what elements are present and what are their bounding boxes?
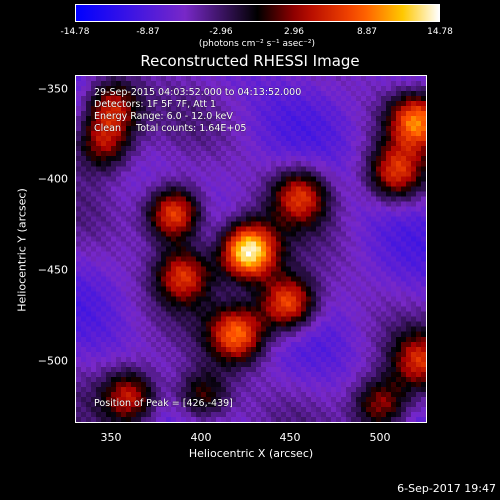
colorbar-tick: 2.96 [283,27,305,37]
x-tick-label: 350 [100,431,122,444]
colorbar-label: (photons cm⁻² s⁻¹ asec⁻²) [198,39,316,49]
plot-frame [75,75,427,423]
annotation-peak: Position of Peak = [426,-439] [94,398,233,409]
x-axis-label: Heliocentric X (arcsec) [188,447,314,460]
annotation-time-range: 29-Sep-2015 04:03:52.000 to 04:13:52.000 [94,87,302,98]
colorbar-tick: -14.78 [60,27,90,37]
x-tick-label: 500 [369,431,391,444]
y-tick-label: −450 [37,263,68,277]
heatmap-image [76,76,426,422]
colorbar-tick: 8.87 [356,27,378,37]
colorbar-tick: -2.96 [209,27,233,37]
x-tick-label: 450 [279,431,301,444]
footer-date: 6-Sep-2017 19:47 [397,482,496,495]
colorbar-tick: -8.87 [136,27,160,37]
colorbar [75,4,440,22]
y-tick-label: −500 [37,354,68,368]
y-tick-label: −350 [37,82,68,96]
colorbar-tick: 14.78 [427,27,453,37]
chart-title: Reconstructed RHESSI Image [140,52,360,70]
y-tick-label: −400 [37,172,68,186]
annotation-detectors: Detectors: 1F 5F 7F, Att 1 [94,99,217,110]
annotation-method: Clean Total counts: 1.64E+05 [94,123,247,134]
y-axis-label: Heliocentric Y (arcsec) [15,188,29,312]
x-tick-label: 400 [190,431,212,444]
annotation-energy: Energy Range: 6.0 - 12.0 keV [94,111,233,122]
